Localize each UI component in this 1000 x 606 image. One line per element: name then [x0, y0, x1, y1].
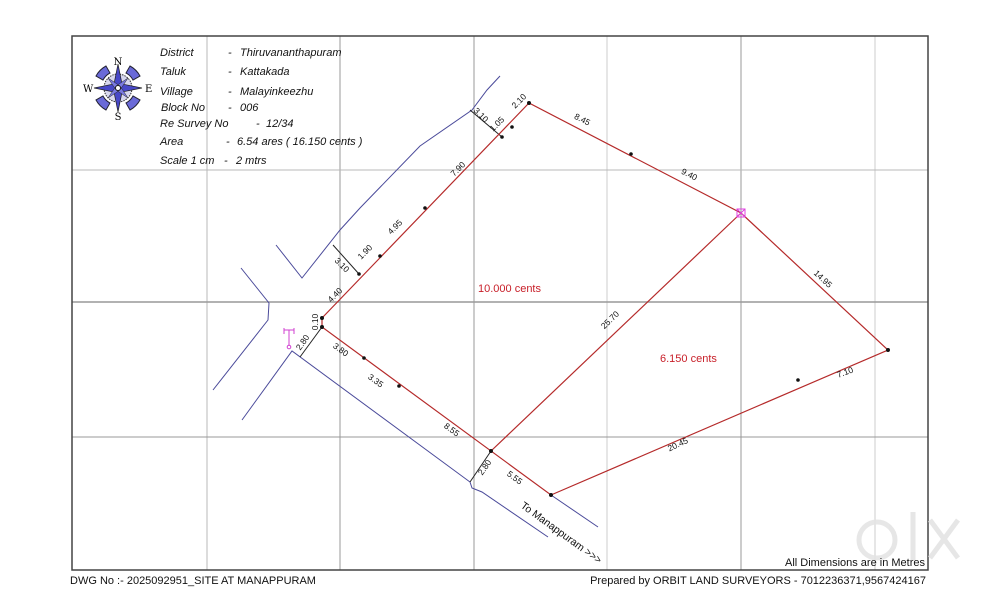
drawing-frame — [71, 35, 929, 571]
taluk-value: Kattakada — [240, 66, 290, 78]
dim-label: 14.95 — [812, 268, 835, 290]
separator: - — [228, 66, 232, 78]
resurvey-value: 12/34 — [266, 118, 294, 130]
area-label-north: 10.000 cents — [478, 283, 541, 295]
survey-stone-icon — [283, 328, 295, 350]
separator: - — [228, 86, 232, 98]
dividing-line — [490, 212, 742, 452]
resurvey-label: Re Survey No — [160, 118, 228, 130]
separator: - — [228, 47, 232, 59]
dim-label: 5.55 — [505, 469, 524, 487]
dim-label: 2.10 — [509, 91, 528, 110]
dim-label: 8.45 — [573, 111, 593, 128]
dim-label: 20.45 — [666, 435, 690, 453]
olx-watermark — [856, 512, 961, 561]
village-value: Malayinkeezhu — [240, 86, 313, 98]
plot-boundary — [321, 102, 890, 496]
dim-label: 8.55 — [442, 421, 461, 439]
dim-label: 3.35 — [366, 372, 385, 390]
dimension-labels: 4.40 1.90 4.95 7.90 1.05 2.10 3.10 3.10 … — [294, 91, 855, 486]
road-edges — [212, 75, 599, 538]
dim-label: 3.10 — [472, 105, 491, 124]
village-label: Village — [160, 86, 193, 98]
units-note: All Dimensions are in Metres — [785, 557, 925, 569]
dim-label: 9.40 — [680, 166, 700, 183]
dim-label: 3.80 — [331, 341, 350, 359]
road-direction-label: To Manappuram >>> — [518, 500, 604, 567]
grid — [72, 36, 928, 570]
dim-label: 2.80 — [476, 457, 494, 477]
dim-label: 1.90 — [355, 242, 374, 261]
dim-label: 4.95 — [385, 217, 404, 236]
compass-s: S — [115, 112, 122, 123]
district-value: Thiruvananthapuram — [240, 47, 342, 59]
dim-label: 7.90 — [448, 159, 467, 178]
separator: - — [226, 136, 230, 148]
dim-label: 25.70 — [599, 309, 621, 331]
block-value: 006 — [240, 102, 259, 114]
compass-e: E — [145, 84, 152, 95]
taluk-label: Taluk — [160, 66, 186, 78]
dim-label: 2.80 — [294, 332, 312, 352]
compass-rose-icon: N S E W — [83, 57, 152, 123]
corner-marker-icon — [736, 208, 746, 218]
survey-points — [320, 101, 890, 497]
dim-label: 3.10 — [333, 255, 352, 274]
compass-n: N — [114, 57, 123, 68]
prepared-by: Prepared by ORBIT LAND SURVEYORS - 70122… — [590, 575, 926, 587]
district-label: District — [160, 47, 195, 59]
separator: - — [228, 102, 232, 114]
area-label: Area — [159, 136, 183, 148]
compass-w: W — [83, 84, 94, 95]
scale-value: 2 mtrs — [235, 155, 267, 167]
separator: - — [224, 155, 228, 167]
block-label: Block No — [161, 102, 205, 114]
area-value: 6.54 ares ( 16.150 cents ) — [237, 136, 363, 148]
scale-label: Scale 1 cm — [160, 155, 214, 167]
offset-ticks — [299, 109, 503, 483]
separator: - — [256, 118, 260, 130]
plot-info: District - Thiruvananthapuram Taluk - Ka… — [159, 47, 363, 167]
dim-label: 7.10 — [835, 365, 854, 380]
area-label-south: 6.150 cents — [660, 353, 717, 365]
drawing-number: DWG No :- 2025092951_SITE AT MANAPPURAM — [70, 575, 316, 587]
dim-label: 0.10 — [310, 313, 320, 330]
